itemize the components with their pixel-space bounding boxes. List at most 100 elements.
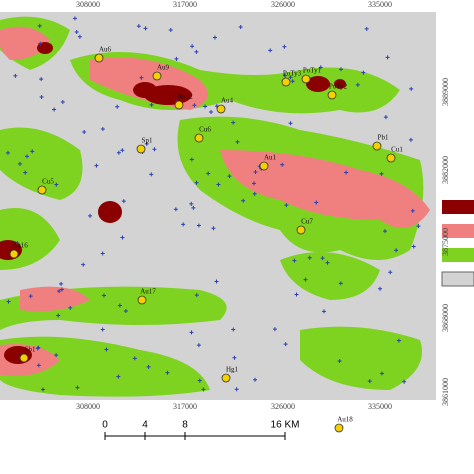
- sample-cross: [190, 44, 195, 49]
- right-coordinate: 3882000: [441, 156, 450, 184]
- sample-cross: [383, 115, 388, 120]
- scale-label: 0: [102, 420, 108, 431]
- sample-cross: [54, 182, 59, 187]
- sample-cross: [120, 148, 125, 153]
- sample-cross: [206, 171, 211, 176]
- sample-cross: [388, 270, 393, 275]
- sample-cross: [212, 35, 217, 40]
- sample-cross: [123, 308, 128, 313]
- sample-cross: [231, 327, 236, 332]
- site-marker: [327, 90, 337, 100]
- sample-cross: [59, 287, 64, 292]
- sample-cross: [367, 379, 372, 384]
- sample-cross: [100, 127, 105, 132]
- sample-cross: [280, 162, 285, 167]
- sample-cross: [136, 24, 141, 29]
- site-label: Au1: [264, 154, 277, 162]
- sample-cross: [325, 260, 330, 265]
- sample-cross: [100, 327, 105, 332]
- anomaly-zones: [0, 16, 430, 397]
- sample-cross: [194, 180, 199, 185]
- sample-cross: [173, 207, 178, 212]
- sample-cross: [416, 224, 421, 229]
- site-marker: [37, 185, 47, 195]
- site-label: Sp1: [142, 137, 153, 145]
- sample-cross: [191, 205, 196, 210]
- sample-cross: [292, 258, 297, 263]
- sample-cross: [284, 203, 289, 208]
- site-label: PoTy2: [329, 83, 348, 91]
- sample-cross: [214, 279, 219, 284]
- sample-cross: [94, 163, 99, 168]
- sample-cross: [307, 255, 312, 260]
- scale-label: 4: [142, 420, 148, 431]
- sample-cross: [41, 387, 46, 392]
- sample-cross: [379, 171, 384, 176]
- sample-cross: [196, 223, 201, 228]
- sample-cross: [121, 199, 126, 204]
- site-marker: [194, 133, 204, 143]
- bottom-coordinate: 335000: [368, 402, 392, 411]
- site-marker: [386, 153, 396, 163]
- bottom-coordinate: 308000: [76, 402, 100, 411]
- sample-cross: [201, 387, 206, 392]
- sample-cross: [282, 44, 287, 49]
- sample-cross: [294, 292, 299, 297]
- sample-cross: [194, 293, 199, 298]
- site-label: Cu5: [42, 178, 54, 186]
- site-label: Au12: [177, 93, 193, 101]
- sample-cross: [268, 48, 273, 53]
- sample-cross: [68, 305, 73, 310]
- sample-cross: [394, 248, 399, 253]
- sample-cross: [408, 137, 413, 142]
- sample-cross: [189, 201, 194, 206]
- sample-cross: [181, 222, 186, 227]
- sample-cross: [355, 82, 360, 87]
- sample-cross: [216, 182, 221, 187]
- sample-cross: [409, 86, 414, 91]
- sample-cross: [88, 213, 93, 218]
- sample-cross: [361, 70, 366, 75]
- top-coordinate: 317000: [173, 0, 197, 9]
- sample-cross: [6, 299, 11, 304]
- site-marker: [301, 74, 311, 84]
- sample-cross: [13, 73, 18, 78]
- sample-cross: [402, 379, 407, 384]
- sample-cross: [115, 104, 120, 109]
- sample-cross: [116, 374, 121, 379]
- sample-cross: [74, 30, 79, 35]
- sample-cross: [39, 77, 44, 82]
- site-label: Cu7: [301, 218, 313, 226]
- sample-cross: [59, 281, 64, 286]
- sample-cross: [56, 313, 61, 318]
- sample-cross: [322, 309, 327, 314]
- sample-cross: [290, 79, 295, 84]
- sample-cross: [139, 75, 144, 80]
- sample-cross: [251, 181, 256, 186]
- sample-cross: [36, 363, 41, 368]
- sample-cross: [252, 191, 257, 196]
- sample-cross: [379, 371, 384, 376]
- site-label: Cu1: [391, 146, 403, 154]
- sample-cross: [283, 73, 288, 78]
- sample-cross: [17, 161, 22, 166]
- sample-cross: [116, 150, 121, 155]
- sample-cross: [232, 355, 237, 360]
- site-label: Hg1: [226, 366, 239, 374]
- sample-cross: [174, 56, 179, 61]
- sample-cross: [24, 154, 29, 159]
- top-coordinate: 335000: [368, 0, 392, 9]
- sample-cross: [194, 49, 199, 54]
- sample-cross: [57, 289, 62, 294]
- sample-cross: [152, 147, 157, 152]
- sample-cross: [144, 141, 149, 146]
- sample-cross: [165, 370, 170, 375]
- scale-end-label: 16 KM: [271, 420, 300, 431]
- site-label: Au6: [99, 46, 112, 54]
- sample-cross: [196, 343, 201, 348]
- right-coordinate: 3875000: [441, 228, 450, 256]
- sample-cross: [227, 174, 232, 179]
- site-label: Sb1: [25, 346, 36, 354]
- sample-cross: [241, 198, 246, 203]
